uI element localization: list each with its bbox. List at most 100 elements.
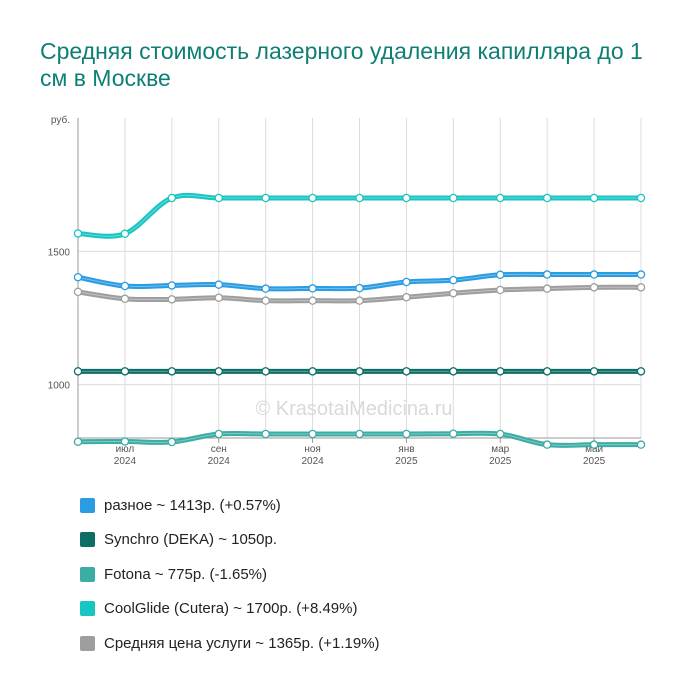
legend-swatch — [80, 601, 95, 617]
data-point — [214, 193, 223, 203]
data-point — [167, 281, 177, 290]
x-tick-label-month: мар — [491, 444, 509, 455]
data-point — [402, 277, 411, 287]
watermark: © KrasotaiMedicina.ru — [255, 398, 452, 420]
data-point — [402, 429, 411, 439]
data-point — [449, 288, 458, 298]
y-unit-label: руб. — [51, 114, 70, 126]
data-point — [449, 429, 458, 438]
legend-item: Synchro (DEKA) ~ 1050р. — [80, 523, 380, 558]
data-point — [120, 437, 130, 446]
data-point — [308, 193, 317, 203]
data-point — [402, 193, 411, 203]
data-point — [589, 193, 599, 203]
data-point — [542, 367, 552, 376]
x-tick-label-year: 2024 — [114, 456, 137, 467]
x-tick-label-month: июл — [116, 444, 135, 455]
legend-item: разное ~ 1413р. (+0.57%) — [80, 488, 380, 523]
x-tick-label-year: 2025 — [395, 456, 418, 467]
data-point — [449, 367, 458, 376]
data-point — [542, 270, 552, 279]
legend-swatch — [80, 497, 95, 513]
data-point — [167, 437, 177, 447]
data-point — [636, 440, 646, 449]
data-point — [308, 429, 317, 439]
series-разное — [73, 270, 646, 293]
x-tick-label-month: май — [585, 444, 603, 455]
legend-item: Fotona ~ 775р. (-1.65%) — [80, 557, 380, 592]
data-point — [495, 285, 505, 295]
data-point — [589, 440, 599, 449]
data-point — [214, 280, 223, 289]
x-tick-label-year: 2024 — [301, 456, 324, 467]
data-point — [214, 429, 223, 439]
legend-item: CoolGlide (Cutera) ~ 1700р. (+8.49%) — [80, 592, 380, 627]
data-point — [167, 295, 177, 304]
legend-label: разное ~ 1413р. (+0.57%) — [104, 496, 281, 514]
data-point — [308, 367, 317, 376]
legend-label: Средняя цена услуги ~ 1365р. (+1.19%) — [104, 634, 380, 652]
chart-title: Средняя стоимость лазерного удаления кап… — [40, 38, 643, 91]
data-point — [214, 367, 223, 376]
data-point — [308, 296, 317, 305]
data-point — [355, 283, 364, 293]
series-Средняя цена услуги — [73, 283, 646, 305]
data-point — [355, 367, 364, 376]
y-tick-label: 1500 — [48, 247, 71, 258]
data-point — [542, 440, 552, 449]
data-point — [636, 270, 646, 279]
data-point — [355, 429, 364, 439]
data-point — [120, 367, 130, 376]
data-point — [355, 193, 364, 203]
data-point — [261, 429, 270, 439]
data-point — [542, 193, 552, 203]
line-chart: 10001500руб.июл2024сен2024ноя2024янв2025… — [48, 114, 646, 467]
legend-swatch — [80, 635, 95, 651]
data-point — [636, 193, 646, 203]
data-point — [589, 270, 599, 279]
data-point — [120, 294, 130, 304]
data-point — [449, 275, 458, 285]
data-point — [261, 284, 270, 293]
data-point — [449, 193, 458, 203]
data-point — [495, 193, 505, 203]
data-point — [542, 284, 552, 293]
data-point — [589, 367, 599, 376]
data-point — [355, 296, 364, 305]
y-tick-label: 1000 — [48, 381, 71, 392]
data-point — [214, 293, 223, 302]
legend-swatch — [80, 532, 95, 548]
data-point — [636, 283, 646, 292]
data-point — [73, 367, 83, 376]
data-point — [73, 229, 83, 238]
data-point — [495, 429, 505, 439]
chart-legend: разное ~ 1413р. (+0.57%) Synchro (DEKA) ~… — [80, 488, 380, 661]
x-tick-label-month: сен — [211, 444, 227, 455]
data-point — [495, 367, 505, 376]
x-tick-label-month: ноя — [304, 444, 321, 455]
legend-item: Средняя цена услуги ~ 1365р. (+1.19%) — [80, 626, 380, 661]
legend-swatch — [80, 566, 95, 582]
data-point — [308, 284, 317, 293]
series-Synchro (DEKA) — [73, 367, 646, 376]
legend-label: Synchro (DEKA) ~ 1050р. — [104, 531, 278, 549]
legend-label: Fotona ~ 775р. (-1.65%) — [104, 565, 268, 583]
data-point — [261, 367, 270, 376]
data-point — [261, 296, 270, 305]
data-point — [167, 367, 177, 376]
data-point — [73, 437, 83, 446]
legend-label: CoolGlide (Cutera) ~ 1700р. (+8.49%) — [104, 600, 358, 618]
data-point — [120, 281, 130, 291]
data-point — [261, 193, 270, 203]
data-point — [589, 283, 599, 292]
series-CoolGlide (Cutera) — [73, 192, 646, 239]
data-point — [120, 229, 130, 238]
x-tick-label-year: 2025 — [489, 456, 512, 467]
x-tick-label-month: янв — [398, 444, 414, 455]
data-point — [73, 272, 83, 282]
data-point — [73, 287, 83, 297]
x-tick-label-year: 2025 — [583, 456, 606, 467]
data-point — [167, 193, 177, 203]
series-Fotona — [73, 429, 646, 449]
data-point — [636, 367, 646, 376]
